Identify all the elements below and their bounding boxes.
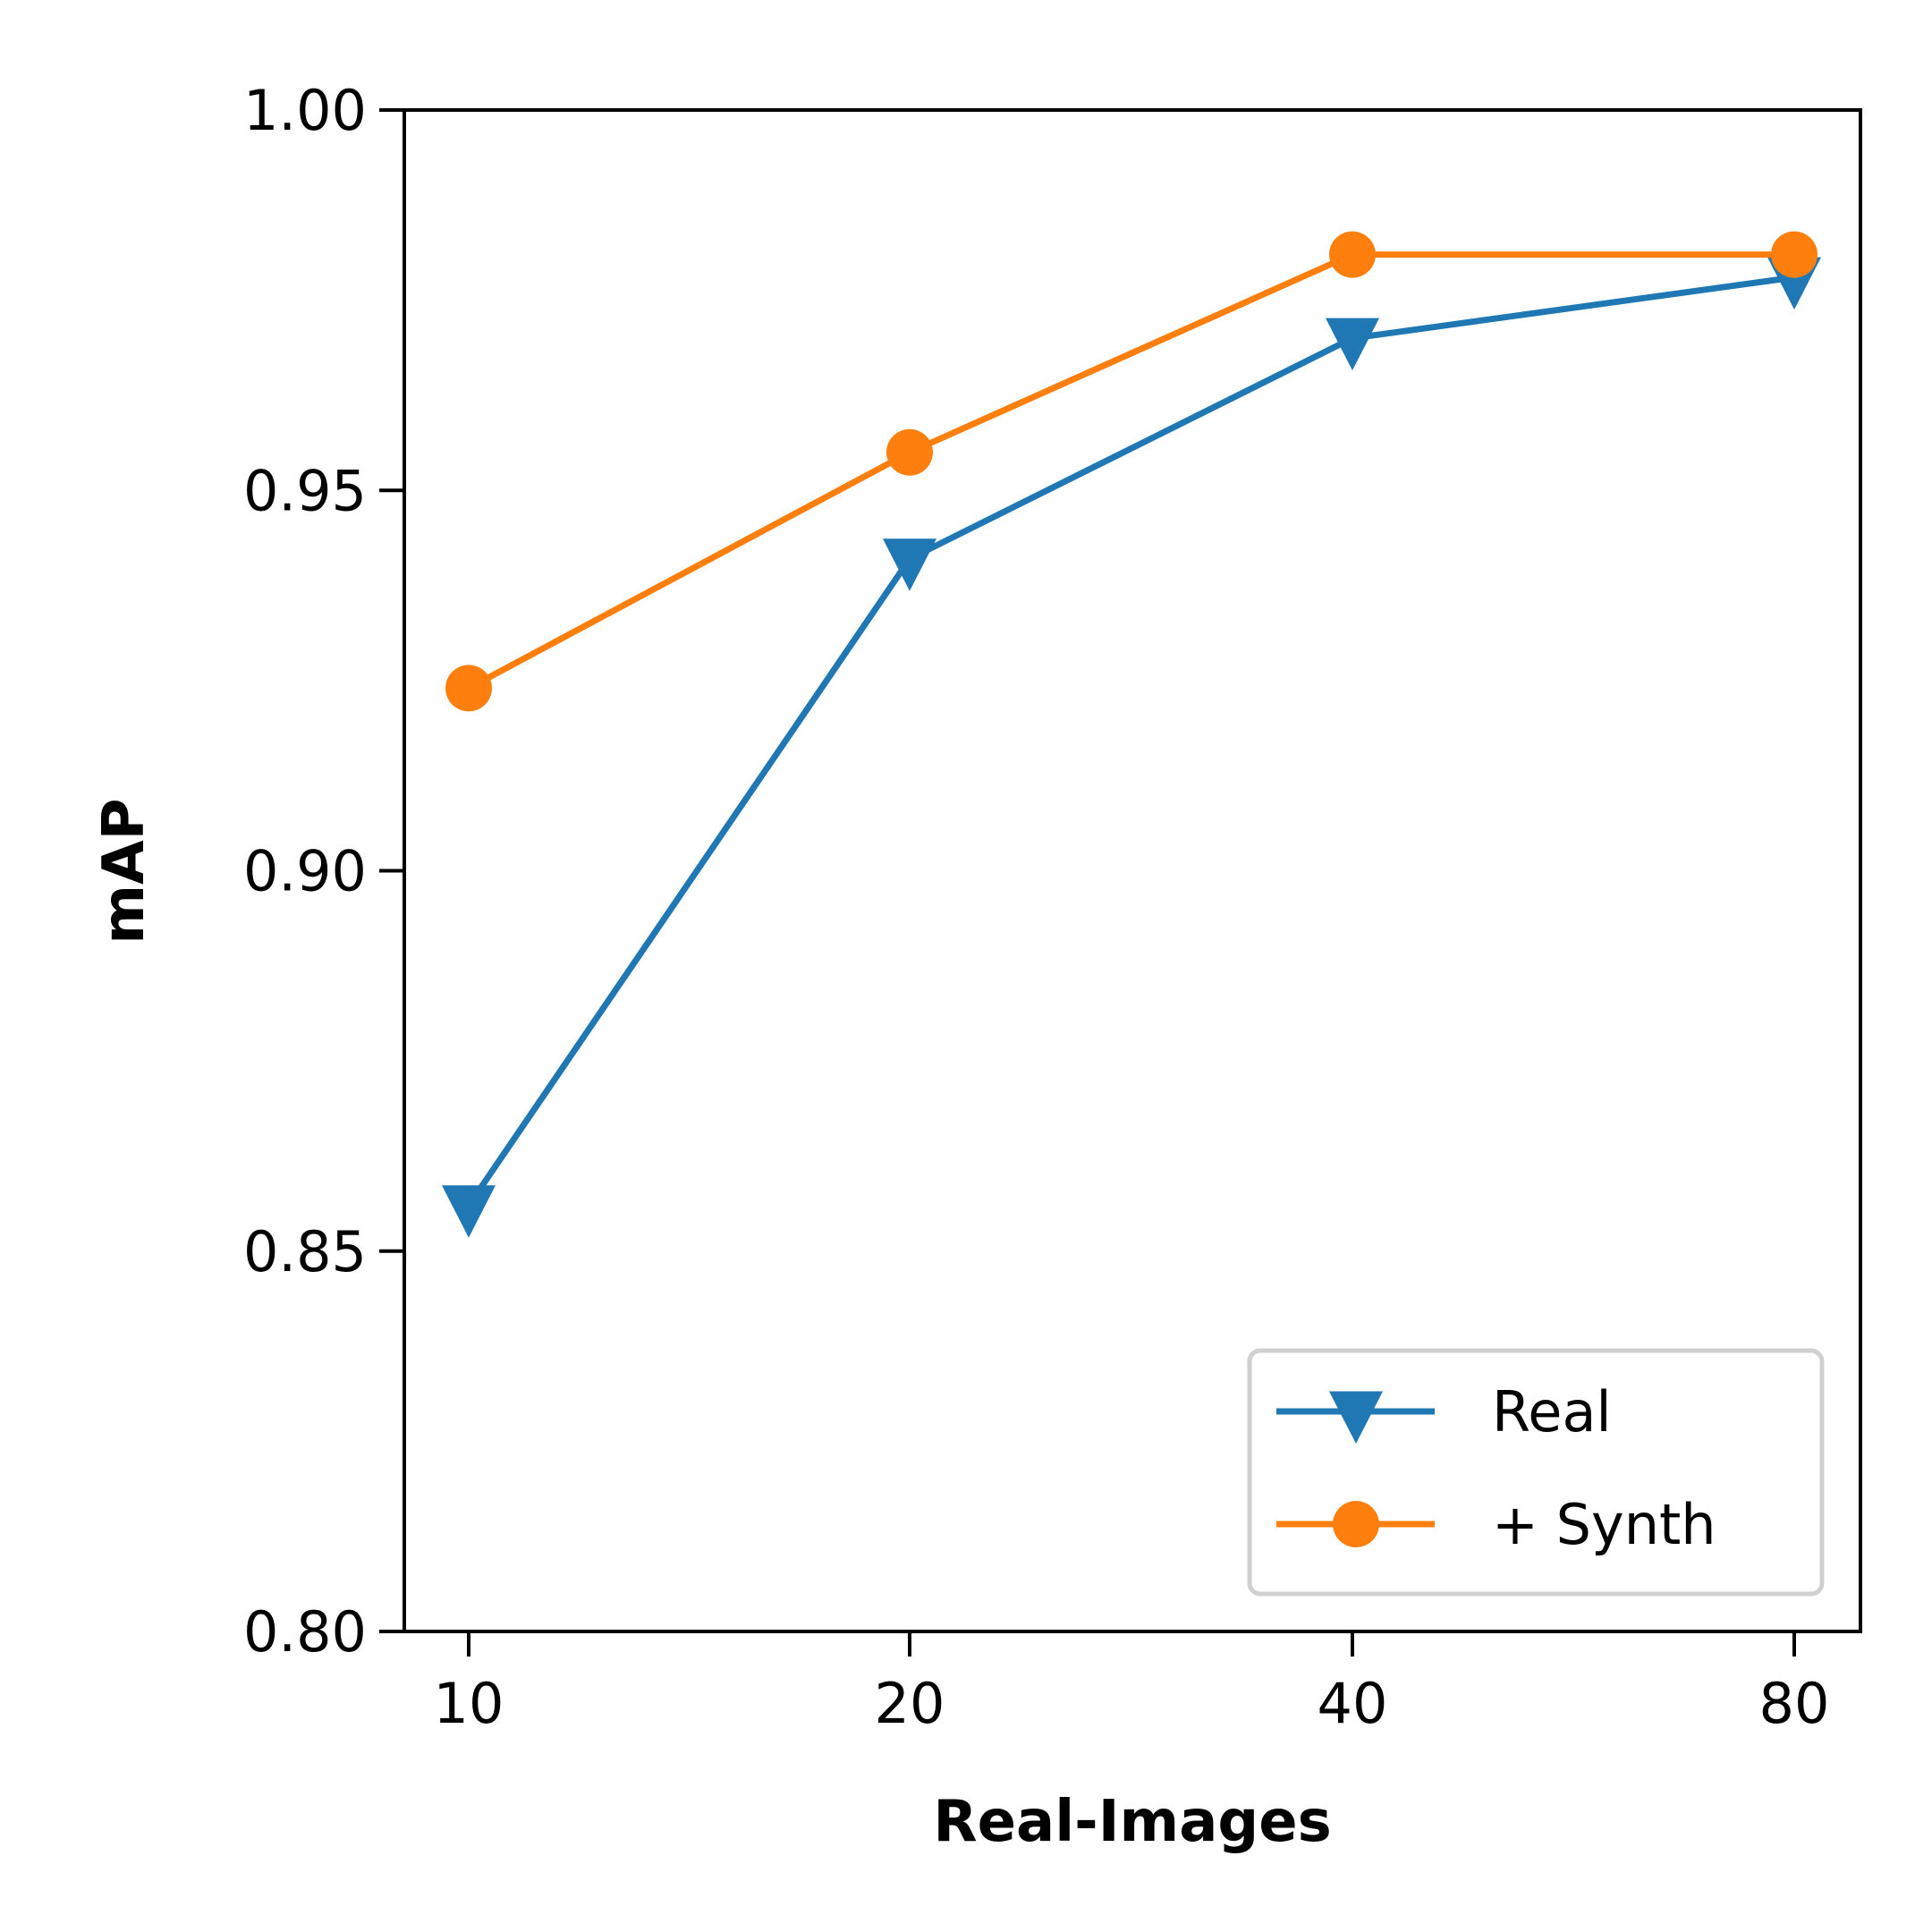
x-tick-label: 10 [434,1671,504,1736]
legend: Real + Synth [1247,1348,1825,1597]
y-axis-title: mAP [91,798,157,944]
data-point-synth [445,665,492,712]
series-layer [442,231,1821,1238]
data-point-synth [1771,231,1818,278]
y-tick-label: 0.80 [243,1599,367,1665]
data-point-synth [886,428,933,476]
legend-label: + Synth [1492,1492,1716,1557]
legend-marker [1329,1391,1383,1444]
series-line-real [466,274,1795,1208]
x-tick-label: 80 [1759,1671,1830,1736]
y-tick-label: 1.00 [243,78,367,143]
y-tick-label: 0.90 [243,839,367,904]
data-point-real [1326,318,1379,371]
data-point-real [883,538,936,591]
legend-marker [1333,1501,1379,1547]
series-line-synth [467,251,1794,691]
x-axis-title: Real-Images [933,1789,1331,1855]
legend-label: Real [1492,1379,1612,1445]
x-tick-label: 20 [875,1671,945,1736]
data-point-real [442,1185,496,1238]
y-tick-label: 0.95 [243,458,367,523]
y-axis: 0.80 0.85 0.90 0.95 1.00 [243,78,404,1665]
x-tick-label: 40 [1318,1671,1388,1736]
x-axis: 10 20 40 80 [434,1631,1830,1736]
data-point-synth [1329,231,1376,278]
y-tick-label: 0.85 [243,1219,367,1284]
